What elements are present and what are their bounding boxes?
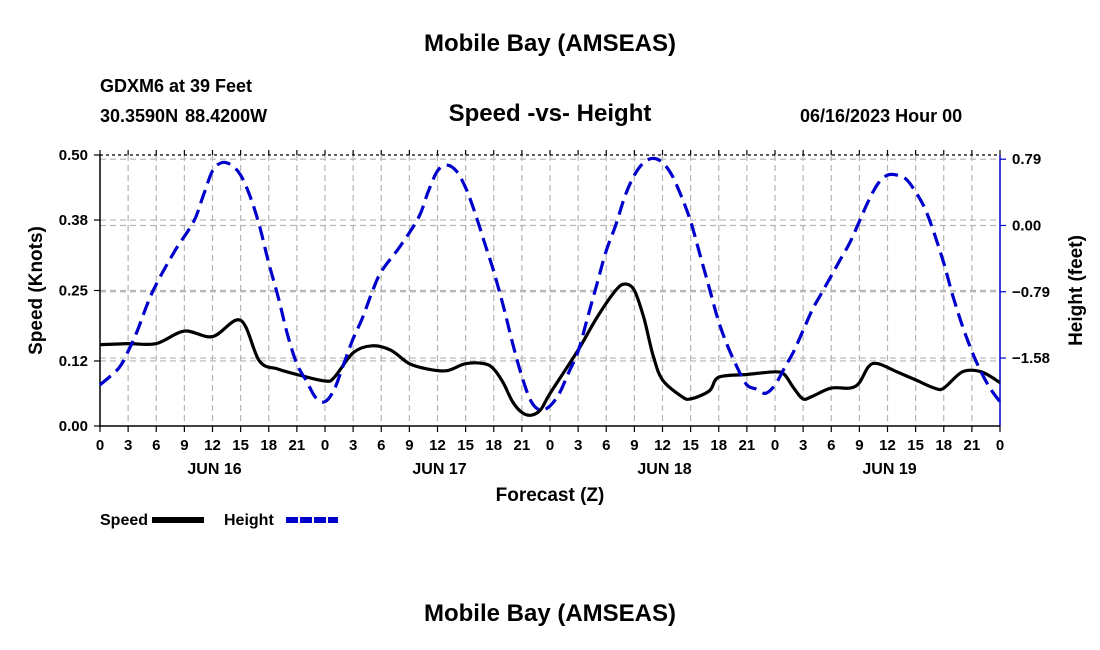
x-tick-label: 3 bbox=[349, 437, 357, 454]
y2-tick-label: 0.00 bbox=[1012, 217, 1041, 234]
y-tick-label: 0.00 bbox=[59, 418, 88, 435]
x-tick-label: 18 bbox=[260, 437, 277, 454]
x-tick-label: 0 bbox=[996, 437, 1004, 454]
x-tick-label: 15 bbox=[457, 437, 474, 454]
axes bbox=[94, 150, 1006, 432]
day-label: JUN 18 bbox=[637, 461, 691, 478]
chart-subtitle: Speed -vs- Height bbox=[448, 100, 652, 127]
x-tick-label: 9 bbox=[855, 437, 863, 454]
x-tick-label: 18 bbox=[710, 437, 727, 454]
x-tick-label: 6 bbox=[827, 437, 835, 454]
series-lines bbox=[98, 156, 1002, 417]
x-tick-label: 21 bbox=[289, 437, 306, 454]
station-label: GDXM6 at 39 Feet bbox=[100, 76, 253, 96]
x-tick-label: 6 bbox=[602, 437, 610, 454]
x-tick-label: 6 bbox=[377, 437, 385, 454]
x-tick-label: 15 bbox=[682, 437, 699, 454]
y2-tick-label: 0.79 bbox=[1012, 151, 1041, 168]
axis-labels: 0 3 6 9 12 15 18 21 0 3 6 9 12 15 18 21 0 3 6 9 12 15 18 21 0 3 6 9… bbox=[26, 147, 1087, 506]
y2-axis-title: Height (feet) bbox=[1066, 235, 1087, 346]
legend-label-height: Height bbox=[224, 512, 274, 529]
x-tick-label: 21 bbox=[514, 437, 531, 454]
x-tick-label: 6 bbox=[152, 437, 160, 454]
x-tick-label: 9 bbox=[630, 437, 638, 454]
y-tick-label: 0.25 bbox=[59, 283, 88, 300]
y2-tick-label: −0.79 bbox=[1012, 284, 1050, 301]
x-tick-label: 18 bbox=[485, 437, 502, 454]
series-line-speed bbox=[99, 282, 1001, 417]
x-tick-label: 15 bbox=[232, 437, 249, 454]
x-tick-label: 0 bbox=[96, 437, 104, 454]
day-label: JUN 17 bbox=[412, 461, 466, 478]
day-label: JUN 19 bbox=[862, 461, 916, 478]
legend-label-speed: Speed bbox=[100, 512, 148, 529]
x-axis-title: Forecast (Z) bbox=[496, 485, 605, 506]
y-tick-label: 0.12 bbox=[59, 353, 88, 370]
x-tick-label: 18 bbox=[935, 437, 952, 454]
x-tick-label: 21 bbox=[964, 437, 981, 454]
x-tick-label: 12 bbox=[879, 437, 896, 454]
chart-main-title: Mobile Bay (AMSEAS) bbox=[423, 30, 677, 57]
x-tick-label: 0 bbox=[771, 437, 779, 454]
x-tick-label: 0 bbox=[321, 437, 329, 454]
series-line-height bbox=[98, 156, 1002, 412]
x-tick-label: 12 bbox=[429, 437, 446, 454]
y-axis-title: Speed (Knots) bbox=[26, 226, 47, 355]
x-tick-label: 9 bbox=[180, 437, 188, 454]
y2-tick-label: −1.58 bbox=[1012, 350, 1050, 367]
x-tick-label: 12 bbox=[204, 437, 221, 454]
y-tick-label: 0.50 bbox=[59, 147, 88, 164]
x-tick-label: 12 bbox=[654, 437, 671, 454]
day-label: JUN 16 bbox=[187, 461, 241, 478]
x-tick-label: 15 bbox=[907, 437, 924, 454]
x-tick-label: 3 bbox=[799, 437, 807, 454]
coordinates-label: 30.3590N 88.4200W bbox=[100, 106, 268, 126]
x-tick-label: 21 bbox=[739, 437, 756, 454]
grid-lines bbox=[100, 155, 1000, 426]
x-tick-label: 3 bbox=[574, 437, 582, 454]
datetime-label: 06/16/2023 Hour 00 bbox=[800, 106, 963, 126]
y-tick-label: 0.38 bbox=[59, 212, 88, 229]
x-tick-label: 3 bbox=[124, 437, 132, 454]
x-tick-label: 9 bbox=[405, 437, 413, 454]
x-tick-label: 0 bbox=[546, 437, 554, 454]
legend: Speed Height bbox=[100, 512, 338, 529]
repeat-title: Mobile Bay (AMSEAS) bbox=[423, 600, 677, 627]
